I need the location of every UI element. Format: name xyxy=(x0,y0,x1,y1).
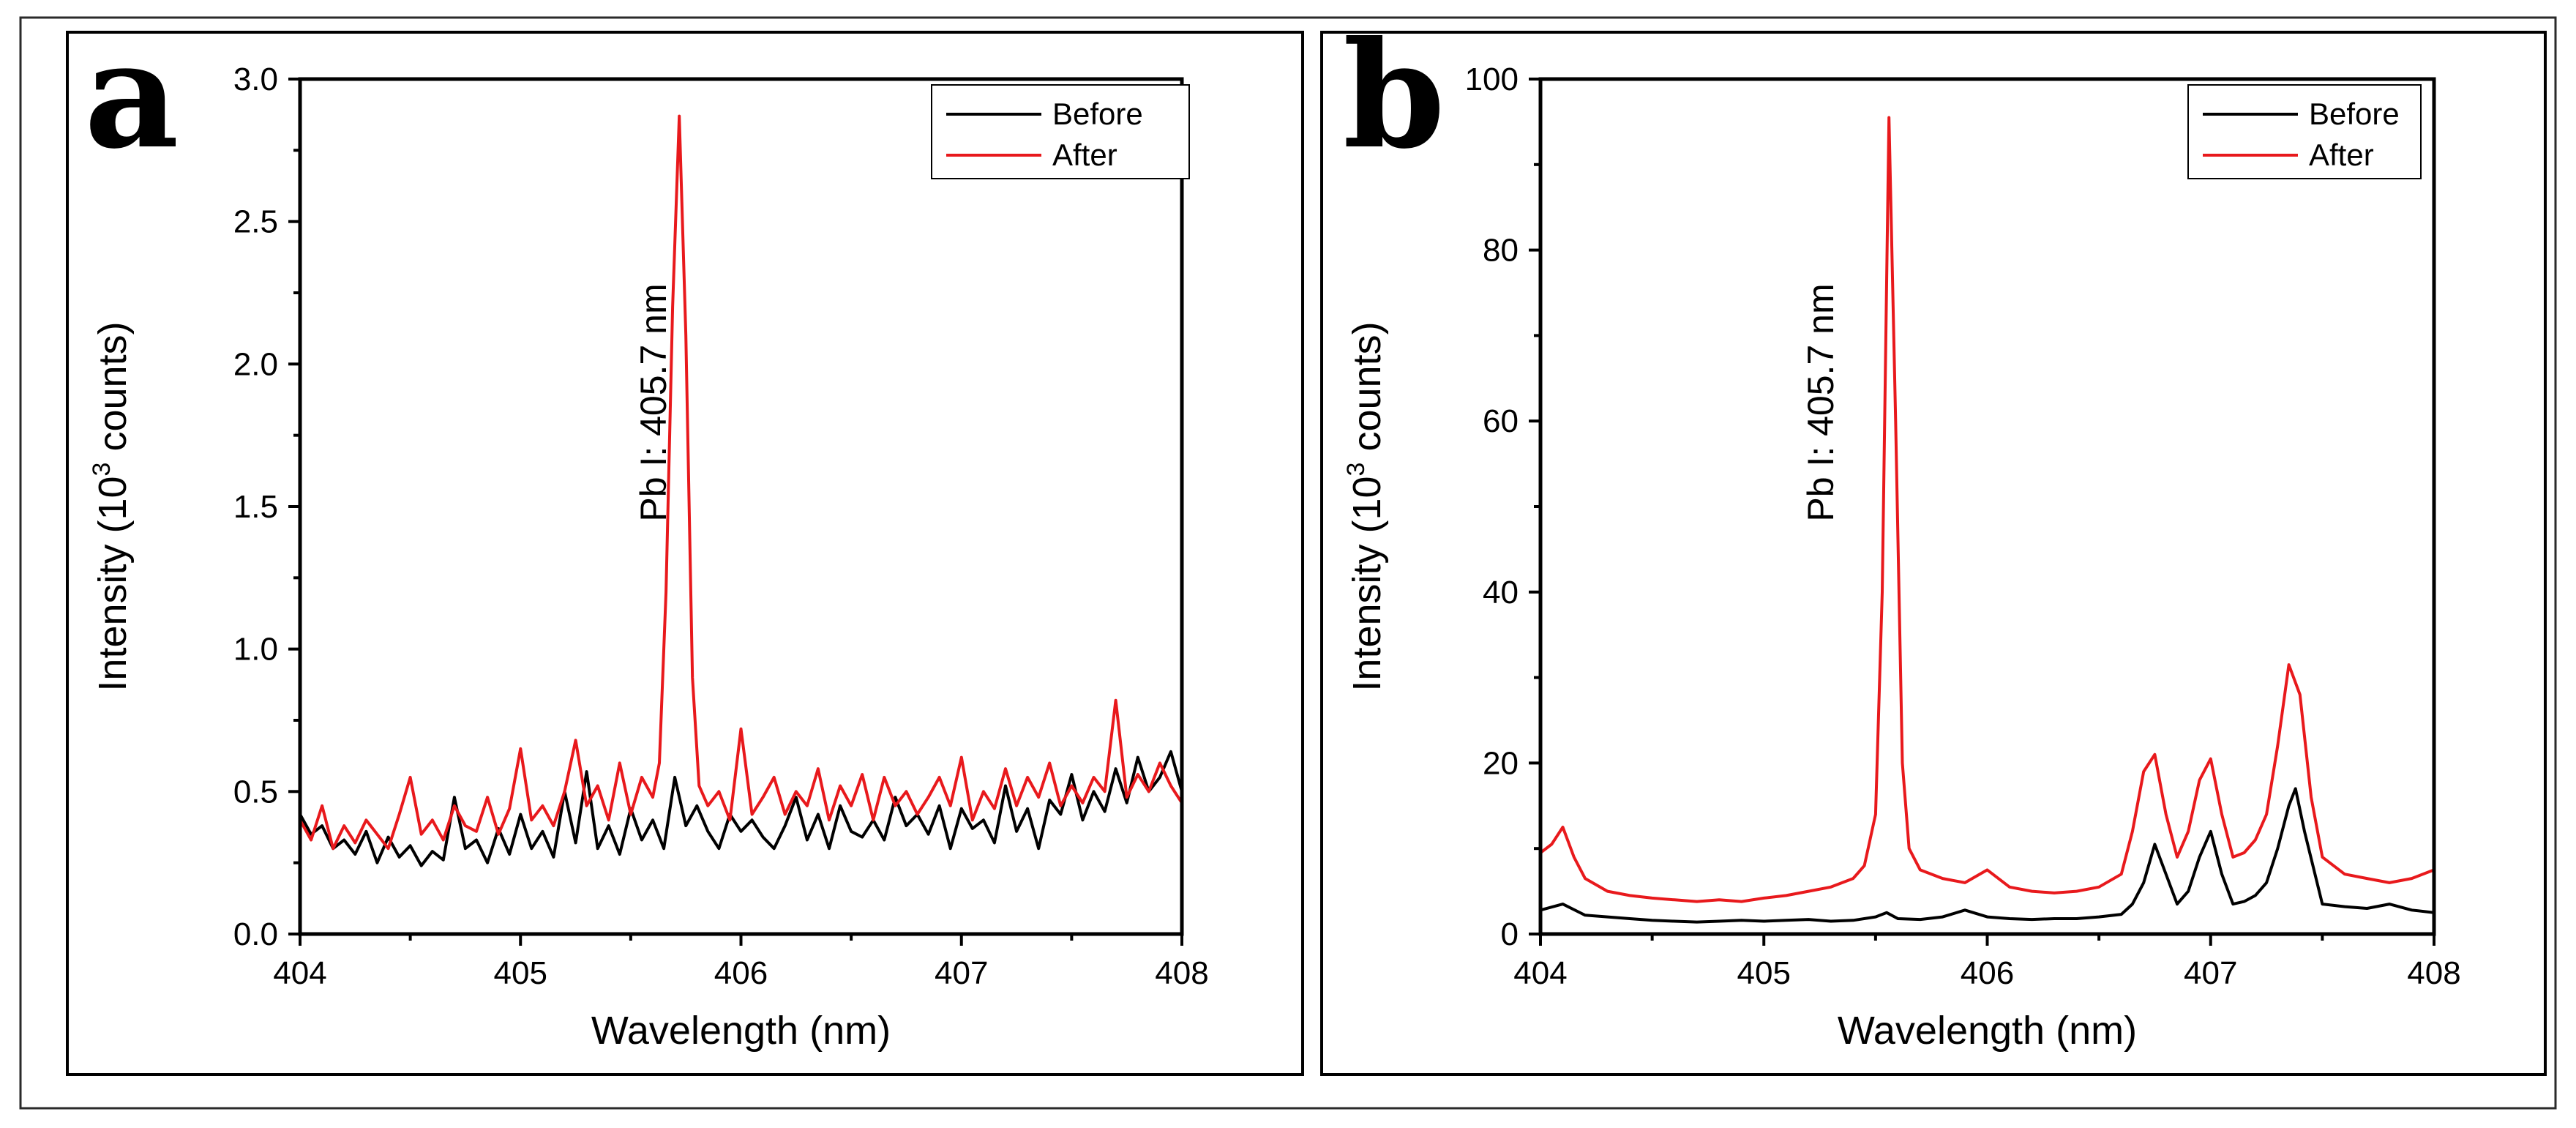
legend-box xyxy=(2187,84,2422,179)
legend-label-before: Before xyxy=(1052,97,1143,131)
panel-letter: a xyxy=(84,10,179,182)
y-axis-label-suffix: counts) xyxy=(91,321,135,462)
panel-frame xyxy=(66,31,1304,1076)
legend-label-after: After xyxy=(2309,138,2374,172)
x-tick-label: 406 xyxy=(714,955,768,991)
x-axis-label: Wavelength (nm) xyxy=(1838,1009,2137,1053)
legend-box xyxy=(931,84,1190,179)
x-tick-label: 408 xyxy=(2407,955,2460,991)
y-tick-label: 0.0 xyxy=(233,916,278,952)
y-axis-label-superscript: 3 xyxy=(88,463,116,477)
y-tick-label: 1.5 xyxy=(233,489,278,525)
legend-label-after: After xyxy=(1052,138,1117,172)
series-line-before xyxy=(1540,787,2434,924)
y-tick-label: 0 xyxy=(1501,916,1519,952)
panel-letter: b xyxy=(1343,10,1445,182)
x-tick-label: 404 xyxy=(1513,955,1567,991)
x-tick-label: 406 xyxy=(1961,955,2014,991)
panel-b: 404 405 406 407 408 0 20 40 60 80 100 Wavelength (n… xyxy=(1320,10,2547,1076)
y-axis-label-superscript: 3 xyxy=(1342,463,1370,477)
x-tick-label: 405 xyxy=(494,955,547,991)
series-line-after xyxy=(300,114,1182,851)
x-tick-label: 407 xyxy=(935,955,988,991)
y-axis-label-suffix: counts) xyxy=(1345,321,1389,462)
y-axis-label: Intensity (103 counts) xyxy=(88,321,135,691)
y-tick-label: 3.0 xyxy=(233,61,278,97)
series-line-before xyxy=(300,750,1182,867)
x-tick-label: 405 xyxy=(1737,955,1791,991)
x-axis-label: Wavelength (nm) xyxy=(591,1009,891,1053)
y-tick-label: 100 xyxy=(1465,61,1519,97)
y-axis-label-prefix: Intensity (10 xyxy=(1345,476,1389,691)
legend-label-before: Before xyxy=(2309,97,2400,131)
y-tick-label: 1.0 xyxy=(233,632,278,668)
peak-annotation: Pb I: 405.7 nm xyxy=(1800,283,1841,521)
peak-annotation: Pb I: 405.7 nm xyxy=(633,283,674,521)
y-tick-label: 60 xyxy=(1483,403,1519,439)
y-tick-label: 80 xyxy=(1483,233,1519,269)
y-axis-label: Intensity (103 counts) xyxy=(1342,321,1389,691)
series-line-after xyxy=(1540,116,2434,903)
x-tick-label: 404 xyxy=(273,955,326,991)
y-tick-label: 0.5 xyxy=(233,774,278,810)
panel-a: 404 405 406 407 408 0.0 0.5 1.0 1.5 2.0 2.5 3.0 Wave… xyxy=(66,10,1304,1076)
panel-frame xyxy=(1320,31,2547,1076)
x-tick-label: 407 xyxy=(2184,955,2237,991)
y-tick-label: 2.0 xyxy=(233,346,278,382)
y-tick-label: 2.5 xyxy=(233,204,278,240)
y-tick-label: 40 xyxy=(1483,575,1519,610)
y-tick-label: 20 xyxy=(1483,745,1519,781)
figure-outer-frame xyxy=(19,16,2557,1110)
y-axis-label-prefix: Intensity (10 xyxy=(91,476,135,691)
x-tick-label: 408 xyxy=(1155,955,1208,991)
